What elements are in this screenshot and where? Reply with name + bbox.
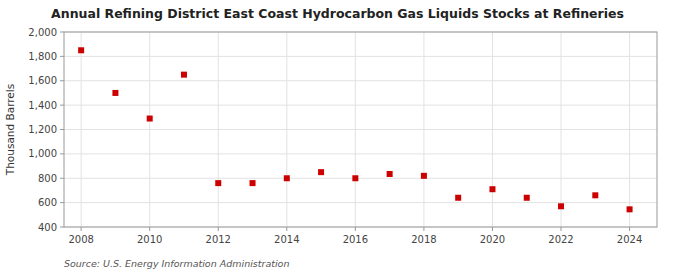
- y-tick: [60, 32, 64, 33]
- point: [147, 116, 153, 122]
- y-grid-line: [64, 153, 657, 154]
- point: [112, 90, 118, 96]
- y-tick: [60, 80, 64, 81]
- y-grid-line: [64, 105, 657, 106]
- x-tick-label: 2014: [274, 234, 299, 245]
- y-grid-line: [64, 56, 657, 57]
- point: [215, 180, 221, 186]
- x-tick-label: 2012: [206, 234, 231, 245]
- x-tick-label: 2022: [548, 234, 573, 245]
- x-tick: [561, 227, 562, 231]
- point: [250, 180, 256, 186]
- point: [78, 47, 84, 53]
- y-tick: [60, 129, 64, 130]
- chart: Annual Refining District East Coast Hydr…: [0, 0, 675, 275]
- y-tick-label: 1,000: [28, 148, 57, 159]
- x-tick-label: 2024: [617, 234, 642, 245]
- y-grid-line: [64, 129, 657, 130]
- x-grid-line: [355, 32, 356, 227]
- x-tick: [81, 227, 82, 231]
- x-grid-line: [149, 32, 150, 227]
- plot-frame: [64, 32, 657, 227]
- point: [421, 173, 427, 179]
- point: [181, 72, 187, 78]
- x-grid-line: [561, 32, 562, 227]
- x-tick: [492, 227, 493, 231]
- x-axis: 2008 2010 2012 2014 2016 2018 2020 2022 2024: [68, 227, 642, 245]
- point: [558, 203, 564, 209]
- point: [387, 171, 393, 177]
- y-tick: [60, 202, 64, 203]
- point: [352, 175, 358, 181]
- x-tick: [286, 227, 287, 231]
- point: [592, 192, 598, 198]
- grid: [64, 32, 657, 227]
- y-tick-label: 600: [38, 197, 57, 208]
- y-grid-line: [64, 80, 657, 81]
- x-grid-line: [81, 32, 82, 227]
- x-grid-line: [629, 32, 630, 227]
- point: [455, 195, 461, 201]
- x-tick-label: 2008: [68, 234, 93, 245]
- x-grid-line: [492, 32, 493, 227]
- y-tick: [60, 105, 64, 106]
- y-grid-line: [64, 178, 657, 179]
- x-tick: [149, 227, 150, 231]
- y-tick: [60, 153, 64, 154]
- point: [489, 186, 495, 192]
- x-tick-label: 2020: [480, 234, 505, 245]
- y-tick-label: 800: [38, 173, 57, 184]
- x-grid-line: [218, 32, 219, 227]
- y-tick: [60, 227, 64, 228]
- x-tick-label: 2016: [343, 234, 368, 245]
- y-tick-label: 400: [38, 222, 57, 233]
- title: Annual Refining District East Coast Hydr…: [51, 6, 624, 21]
- x-grid-line: [423, 32, 424, 227]
- y-grid-line: [64, 202, 657, 203]
- y-tick-label: 2,000: [28, 27, 57, 38]
- point: [627, 206, 633, 212]
- x-tick: [629, 227, 630, 231]
- y-tick-label: 1,200: [28, 124, 57, 135]
- x-tick-label: 2010: [137, 234, 162, 245]
- y-tick: [60, 178, 64, 179]
- x-tick-label: 2018: [411, 234, 436, 245]
- x-tick: [423, 227, 424, 231]
- x-tick: [218, 227, 219, 231]
- y-tick: [60, 56, 64, 57]
- y-tick-label: 1,800: [28, 51, 57, 62]
- y-axis-label: Thousand Barrels: [4, 84, 16, 176]
- point: [284, 175, 290, 181]
- y-tick-label: 1,600: [28, 75, 57, 86]
- y-tick-label: 1,400: [28, 100, 57, 111]
- point: [524, 195, 530, 201]
- source-note: Source: U.S. Energy Information Administ…: [64, 258, 289, 269]
- x-tick: [355, 227, 356, 231]
- x-grid-line: [286, 32, 287, 227]
- points: [78, 47, 632, 212]
- y-axis: 400 600 800 1,000 1,200 1,400 1,600 1,800 2,000 T…: [4, 27, 64, 233]
- point: [318, 169, 324, 175]
